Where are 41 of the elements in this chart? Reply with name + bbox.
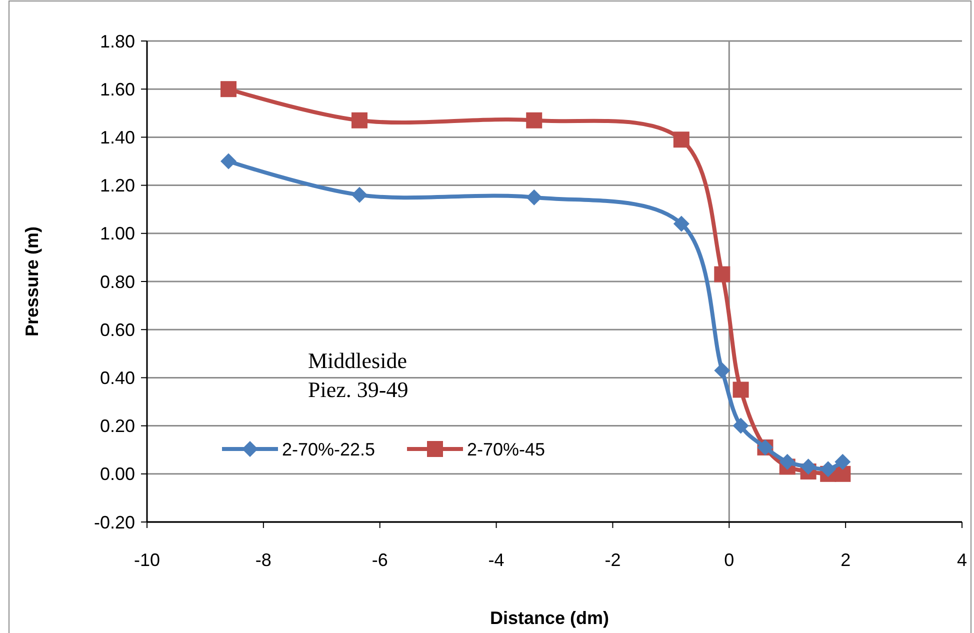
point bbox=[779, 454, 796, 470]
annotation: Middleside bbox=[308, 348, 407, 373]
point bbox=[220, 81, 236, 98]
legend-label: 2-70%-22.5 bbox=[282, 439, 376, 460]
y-axis-title: Pressure (m) bbox=[22, 226, 42, 337]
y-tick-label: 1.20 bbox=[100, 176, 135, 196]
y-tick-label: 1.80 bbox=[100, 31, 135, 52]
y-tick-label: 0.20 bbox=[100, 416, 135, 436]
point bbox=[732, 382, 749, 398]
x-axis-title: Distance (dm) bbox=[490, 608, 610, 628]
point bbox=[526, 189, 542, 206]
x-tick-label: -8 bbox=[255, 550, 272, 570]
x-tick-label: 2 bbox=[840, 550, 851, 570]
point bbox=[820, 461, 836, 478]
point bbox=[714, 266, 730, 282]
point bbox=[834, 454, 851, 470]
x-tick-label: -6 bbox=[372, 550, 388, 570]
y-tick-label: 1.40 bbox=[100, 128, 135, 148]
legend-label: 2-70%-45 bbox=[467, 439, 546, 460]
y-tick-label: 1.00 bbox=[100, 224, 135, 244]
x-tick-label: 4 bbox=[956, 550, 968, 570]
point bbox=[714, 362, 730, 378]
point bbox=[673, 216, 690, 232]
y-tick-label: 1.60 bbox=[100, 79, 135, 100]
y-tick-label: 0.80 bbox=[100, 272, 135, 292]
y-tick-label: 0.60 bbox=[100, 320, 135, 340]
x-tick-label: -2 bbox=[604, 550, 621, 570]
point bbox=[673, 132, 690, 148]
point bbox=[732, 418, 749, 434]
x-tick-label: 0 bbox=[724, 550, 734, 570]
point bbox=[800, 458, 816, 475]
point bbox=[351, 186, 368, 203]
y-tick-label: 0.40 bbox=[100, 368, 135, 388]
y-tick-label: -0.20 bbox=[94, 512, 135, 532]
y-tick-label: 0.00 bbox=[100, 464, 135, 484]
point bbox=[351, 112, 368, 128]
x-tick-label: -4 bbox=[488, 550, 504, 570]
x-tick-label: -10 bbox=[134, 550, 160, 570]
annotation: Piez. 39-49 bbox=[308, 377, 408, 402]
point bbox=[526, 112, 542, 128]
point bbox=[220, 153, 236, 170]
